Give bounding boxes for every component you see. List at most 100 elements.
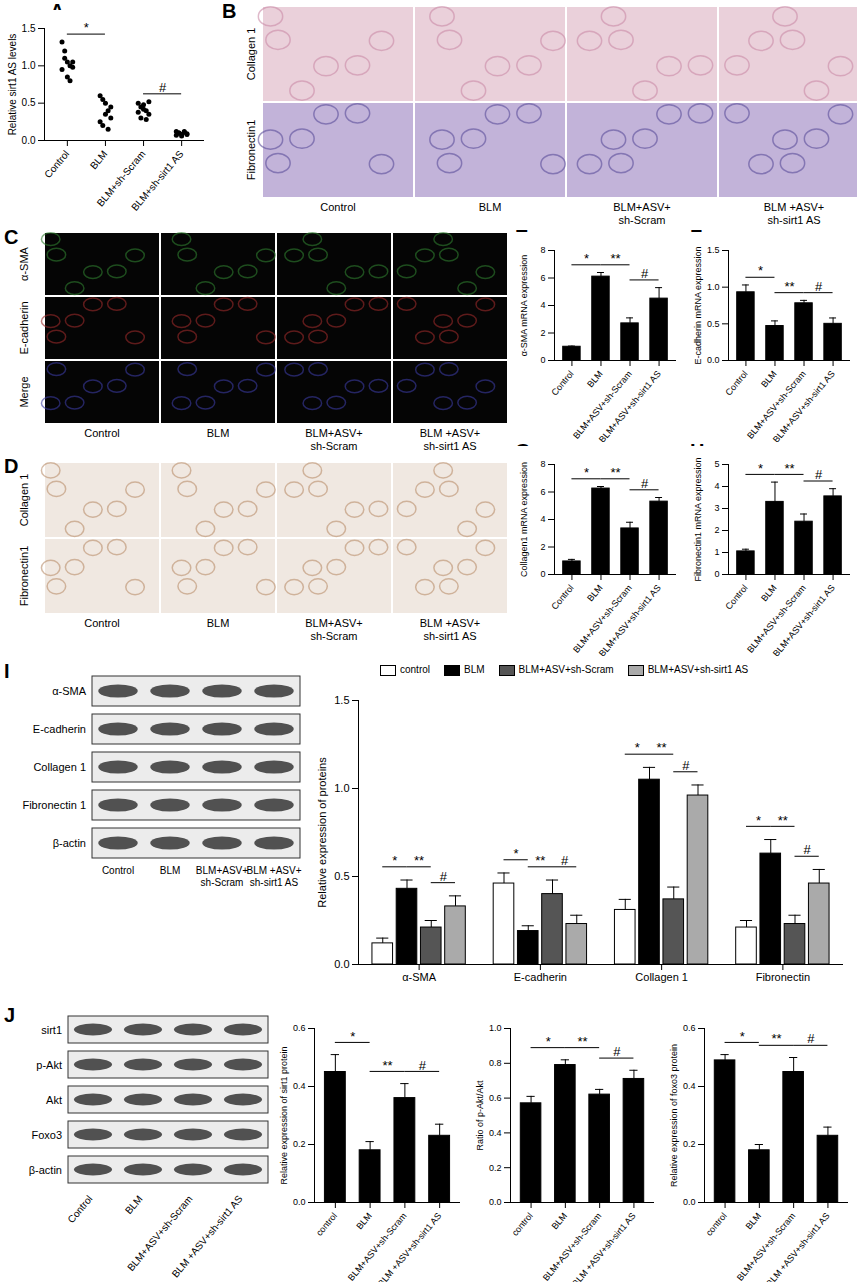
svg-text:**: ** [610,251,620,266]
svg-text:0.6: 0.6 [489,1093,502,1103]
svg-text:0: 0 [540,569,545,579]
svg-text:**: ** [784,279,794,294]
svg-text:BLM+ASV+sh-Scram: BLM+ASV+sh-Scram [613,201,670,226]
svg-text:sirt1: sirt1 [41,1024,62,1036]
svg-text:*: * [514,846,519,861]
svg-text:#: # [440,869,448,884]
svg-text:BLM+ASV+sh-sirt1 AS: BLM+ASV+sh-sirt1 AS [597,369,663,442]
svg-text:1: 1 [714,547,719,557]
svg-text:Control: Control [84,427,119,439]
svg-text:0.0: 0.0 [22,135,36,146]
svg-text:E-cadherin: E-cadherin [33,723,86,735]
svg-text:*: * [758,263,763,278]
svg-text:4: 4 [540,514,545,524]
svg-text:BLM: BLM [207,617,230,629]
svg-text:BLM: BLM [759,369,779,390]
svg-text:BLM +ASV+sh-sirt1 AS: BLM +ASV+sh-sirt1 AS [420,427,481,452]
svg-text:1.5: 1.5 [707,245,720,255]
svg-text:**: ** [771,1031,781,1046]
svg-text:#: # [613,1044,621,1059]
svg-text:5: 5 [714,459,719,469]
svg-text:Relative expression of sirt1 p: Relative expression of sirt1 protein [279,1046,289,1184]
svg-text:0.6: 0.6 [683,1023,696,1033]
svg-text:Relative expression of protein: Relative expression of proteins [316,757,328,908]
svg-text:Control: Control [723,369,749,398]
svg-text:BLM: BLM [123,1193,145,1216]
svg-text:Fibronectin 1: Fibronectin 1 [22,799,86,811]
svg-text:α-SMA: α-SMA [402,971,437,983]
svg-text:E-cadherin: E-cadherin [18,301,30,354]
svg-text:BLM: BLM [207,427,230,439]
svg-text:BLM: BLM [354,1211,374,1232]
svg-text:0.0: 0.0 [334,958,349,970]
svg-text:**: ** [784,461,794,476]
svg-text:0: 0 [714,569,719,579]
svg-text:Fibronectin1 mRNA expression: Fibronectin1 mRNA expression [693,457,703,581]
svg-text:Relative expression of foxo3 p: Relative expression of foxo3 protein [669,1044,679,1187]
svg-text:BLM: BLM [744,1211,764,1232]
svg-text:1.5: 1.5 [334,694,349,706]
svg-text:0.5: 0.5 [334,870,349,882]
svg-text:*: * [740,1029,745,1044]
svg-text:E-cadherin mRNA expression: E-cadherin mRNA expression [693,246,703,364]
svg-text:6: 6 [540,487,545,497]
svg-text:Control: Control [42,148,71,180]
svg-text:BLM+ASV+sh-sirt1 AS: BLM+ASV+sh-sirt1 AS [597,583,663,656]
svg-text:*: * [546,1034,551,1049]
svg-text:α-SMA: α-SMA [18,246,30,281]
svg-text:1.5: 1.5 [22,23,36,34]
svg-text:Collagen 1: Collagen 1 [33,761,86,773]
svg-text:1.0: 1.0 [22,60,36,71]
svg-text:**: ** [577,1034,587,1049]
svg-text:0.4: 0.4 [489,1128,502,1138]
svg-text:#: # [682,758,690,773]
svg-text:**: ** [778,813,788,828]
svg-text:#: # [641,266,649,281]
svg-text:Fibronectin1: Fibronectin1 [18,546,30,607]
svg-text:Akt: Akt [46,1094,62,1106]
svg-text:Collagen 1: Collagen 1 [635,971,688,983]
svg-text:*: * [392,853,397,868]
svg-text:**: ** [382,1058,392,1073]
svg-text:**: ** [414,853,424,868]
svg-text:0.2: 0.2 [489,1163,502,1173]
svg-text:0: 0 [540,355,545,365]
svg-text:Collagen1 mRNA expression: Collagen1 mRNA expression [519,462,529,577]
svg-text:*: * [635,740,640,755]
svg-text:#: # [159,80,167,95]
svg-text:#: # [804,842,812,857]
svg-text:BLM+ASV+sh-sirt1 AS: BLM+ASV+sh-sirt1 AS [771,583,837,656]
svg-text:1.0: 1.0 [334,782,349,794]
svg-text:#: # [419,1058,427,1073]
svg-text:BLM+ASV+sh-Scram: BLM+ASV+sh-Scram [735,1211,798,1282]
svg-text:BLM: BLM [160,865,181,876]
svg-text:Ratio of p-Akt/Akt: Ratio of p-Akt/Akt [475,1080,485,1151]
svg-text:α-SMA: α-SMA [52,685,87,697]
svg-text:**: ** [535,853,545,868]
svg-text:BLM+ASV+sh-Scram: BLM+ASV+sh-Scram [196,865,248,888]
svg-text:BLM +ASV+sh-sirt1 AS: BLM +ASV+sh-sirt1 AS [764,1211,831,1282]
svg-text:Control: Control [84,617,119,629]
svg-text:BLM: BLM [585,583,605,604]
svg-text:#: # [815,279,823,294]
svg-text:BLM: BLM [550,1211,570,1232]
svg-text:Control: Control [65,1193,94,1225]
svg-text:β-actin: β-actin [29,1164,62,1176]
svg-text:Foxo3: Foxo3 [31,1129,62,1141]
svg-text:**: ** [610,465,620,480]
svg-text:BLM: BLM [759,583,779,604]
svg-text:α-SMA mRNA expression: α-SMA mRNA expression [519,255,529,357]
svg-text:BLM+ASV+sh-sirt1 AS: BLM+ASV+sh-sirt1 AS [771,369,837,442]
svg-text:Relative sirt1 AS levels: Relative sirt1 AS levels [7,34,18,136]
svg-text:4: 4 [714,481,719,491]
svg-text:#: # [807,1031,815,1046]
svg-text:BLM +ASV+sh-sirt1 AS: BLM +ASV+sh-sirt1 AS [246,865,301,888]
svg-text:2: 2 [714,525,719,535]
svg-text:BLM+ASV+sh-Scram: BLM+ASV+sh-Scram [305,427,362,452]
svg-text:control: control [314,1211,339,1238]
svg-text:*: * [584,465,589,480]
svg-text:1.0: 1.0 [489,1023,502,1033]
svg-text:E-cadherin: E-cadherin [514,971,567,983]
svg-text:0.2: 0.2 [683,1139,696,1149]
svg-text:0.2: 0.2 [293,1139,306,1149]
